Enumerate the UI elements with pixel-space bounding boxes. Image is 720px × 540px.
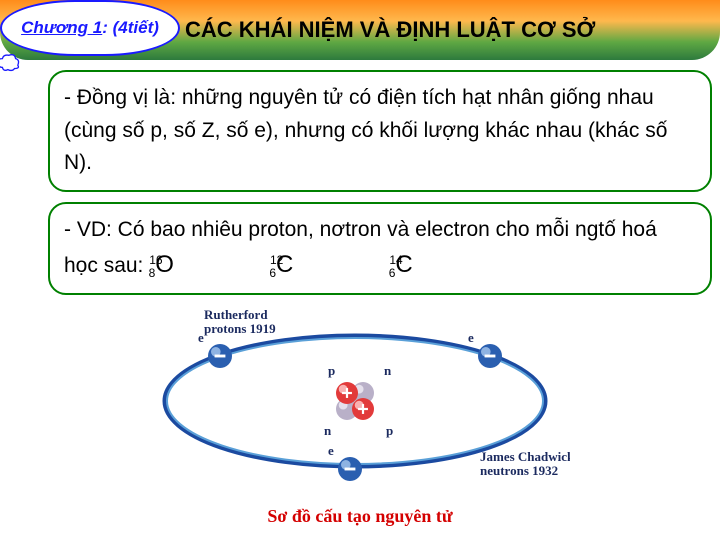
svg-text:e: e	[328, 443, 334, 458]
isotope-symbol: 126C	[270, 254, 293, 277]
example-text: - VD: Có bao nhiêu proton, nơtron và ele…	[64, 214, 696, 284]
definition-box: - Đồng vị là: những nguyên tử có điện tí…	[48, 70, 712, 192]
svg-text:Rutherford: Rutherford	[204, 307, 268, 322]
diagram-caption: Sơ đồ cấu tạo nguyên tử	[0, 506, 720, 527]
atom-diagram: eeepnnpRutherfordprotons 1919James Chadw…	[140, 301, 570, 511]
chapter-badge: Chương 1: (4tiết)	[0, 0, 180, 56]
svg-text:n: n	[384, 363, 392, 378]
svg-text:neutrons 1932: neutrons 1932	[480, 463, 558, 478]
definition-text: - Đồng vị là: những nguyên tử có điện tí…	[64, 82, 696, 180]
svg-text:p: p	[328, 363, 335, 378]
chapter-title: CÁC KHÁI NIỆM VÀ ĐỊNH LUẬT CƠ SỞ	[185, 17, 595, 43]
atom-diagram-wrap: eeepnnpRutherfordprotons 1919James Chadw…	[0, 301, 720, 531]
svg-text:n: n	[324, 423, 332, 438]
example-box: - VD: Có bao nhiêu proton, nơtron và ele…	[48, 202, 712, 296]
isotope-atomic: 6	[269, 266, 276, 280]
chapter-label-prefix: Chương 1	[21, 18, 102, 37]
svg-text:p: p	[386, 423, 393, 438]
isotope-element: C	[395, 251, 412, 278]
isotope-element: O	[155, 251, 174, 278]
isotope-element: C	[276, 251, 293, 278]
isotope-symbol: 146C	[389, 254, 412, 277]
isotope-symbol: 168O	[149, 254, 174, 277]
svg-text:protons 1919: protons 1919	[204, 321, 276, 336]
decorative-cloud-icon	[0, 52, 20, 74]
chapter-label: Chương 1: (4tiết)	[21, 18, 159, 38]
chapter-label-suffix: : (4tiết)	[102, 18, 159, 37]
svg-text:James Chadwick: James Chadwick	[480, 449, 570, 464]
svg-text:e: e	[468, 330, 474, 345]
